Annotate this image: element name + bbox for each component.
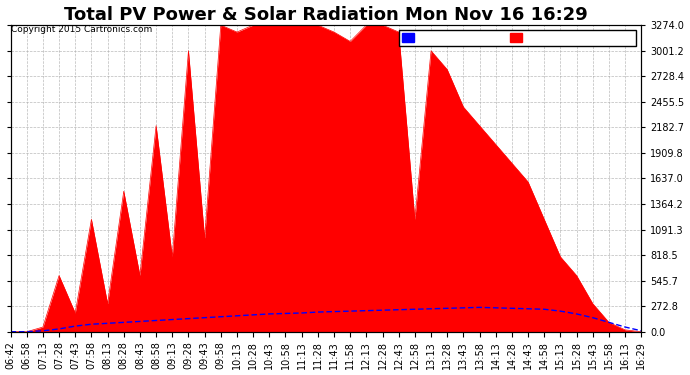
Title: Total PV Power & Solar Radiation Mon Nov 16 16:29: Total PV Power & Solar Radiation Mon Nov… <box>64 6 588 24</box>
Text: Copyright 2015 Cartronics.com: Copyright 2015 Cartronics.com <box>10 25 152 34</box>
Legend: Radiation (w/m2), PV Panels (DC Watts): Radiation (w/m2), PV Panels (DC Watts) <box>400 30 636 46</box>
